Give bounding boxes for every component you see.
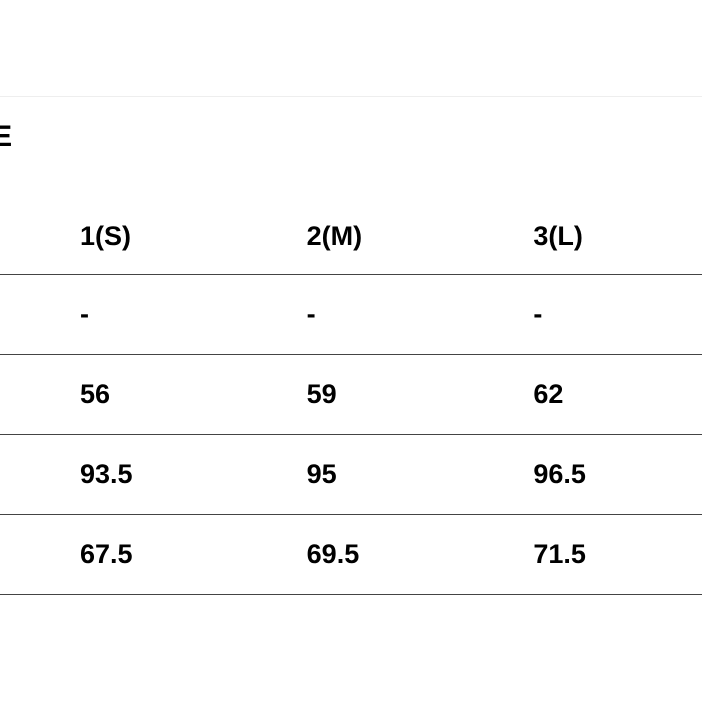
page: DE 1(S) 2(M) 3(L) - - <box>0 0 702 702</box>
table-cell: - <box>80 275 307 355</box>
size-table: 1(S) 2(M) 3(L) - - - 56 59 62 <box>0 215 702 595</box>
table-cell: 56 <box>80 355 307 435</box>
table-row: 67.5 69.5 71.5 <box>0 515 702 595</box>
table-cell: - <box>307 275 534 355</box>
table-cell: 67.5 <box>80 515 307 595</box>
table-header-cell: 3(L) <box>533 215 702 275</box>
table-header-cell: 2(M) <box>307 215 534 275</box>
table-cell: - <box>533 275 702 355</box>
table-header-cell: 1(S) <box>80 215 307 275</box>
row-label-fragment: OM <box>0 435 80 515</box>
table-header-row: 1(S) 2(M) 3(L) <box>0 215 702 275</box>
table-row: - - - <box>0 275 702 355</box>
table-cell: 69.5 <box>307 515 534 595</box>
row-label-fragment <box>0 515 80 595</box>
table-header-cell <box>0 215 80 275</box>
table-cell: 62 <box>533 355 702 435</box>
size-table-wrap: 1(S) 2(M) 3(L) - - - 56 59 62 <box>0 215 702 595</box>
row-label-fragment <box>0 355 80 435</box>
heading-fragment: DE <box>0 120 13 154</box>
row-label-fragment <box>0 275 80 355</box>
table-row: 56 59 62 <box>0 355 702 435</box>
table-cell: 93.5 <box>80 435 307 515</box>
table-cell: 95 <box>307 435 534 515</box>
table-row: OM 93.5 95 96.5 <box>0 435 702 515</box>
table-cell: 71.5 <box>533 515 702 595</box>
table-cell: 59 <box>307 355 534 435</box>
top-divider <box>0 96 702 97</box>
table-cell: 96.5 <box>533 435 702 515</box>
